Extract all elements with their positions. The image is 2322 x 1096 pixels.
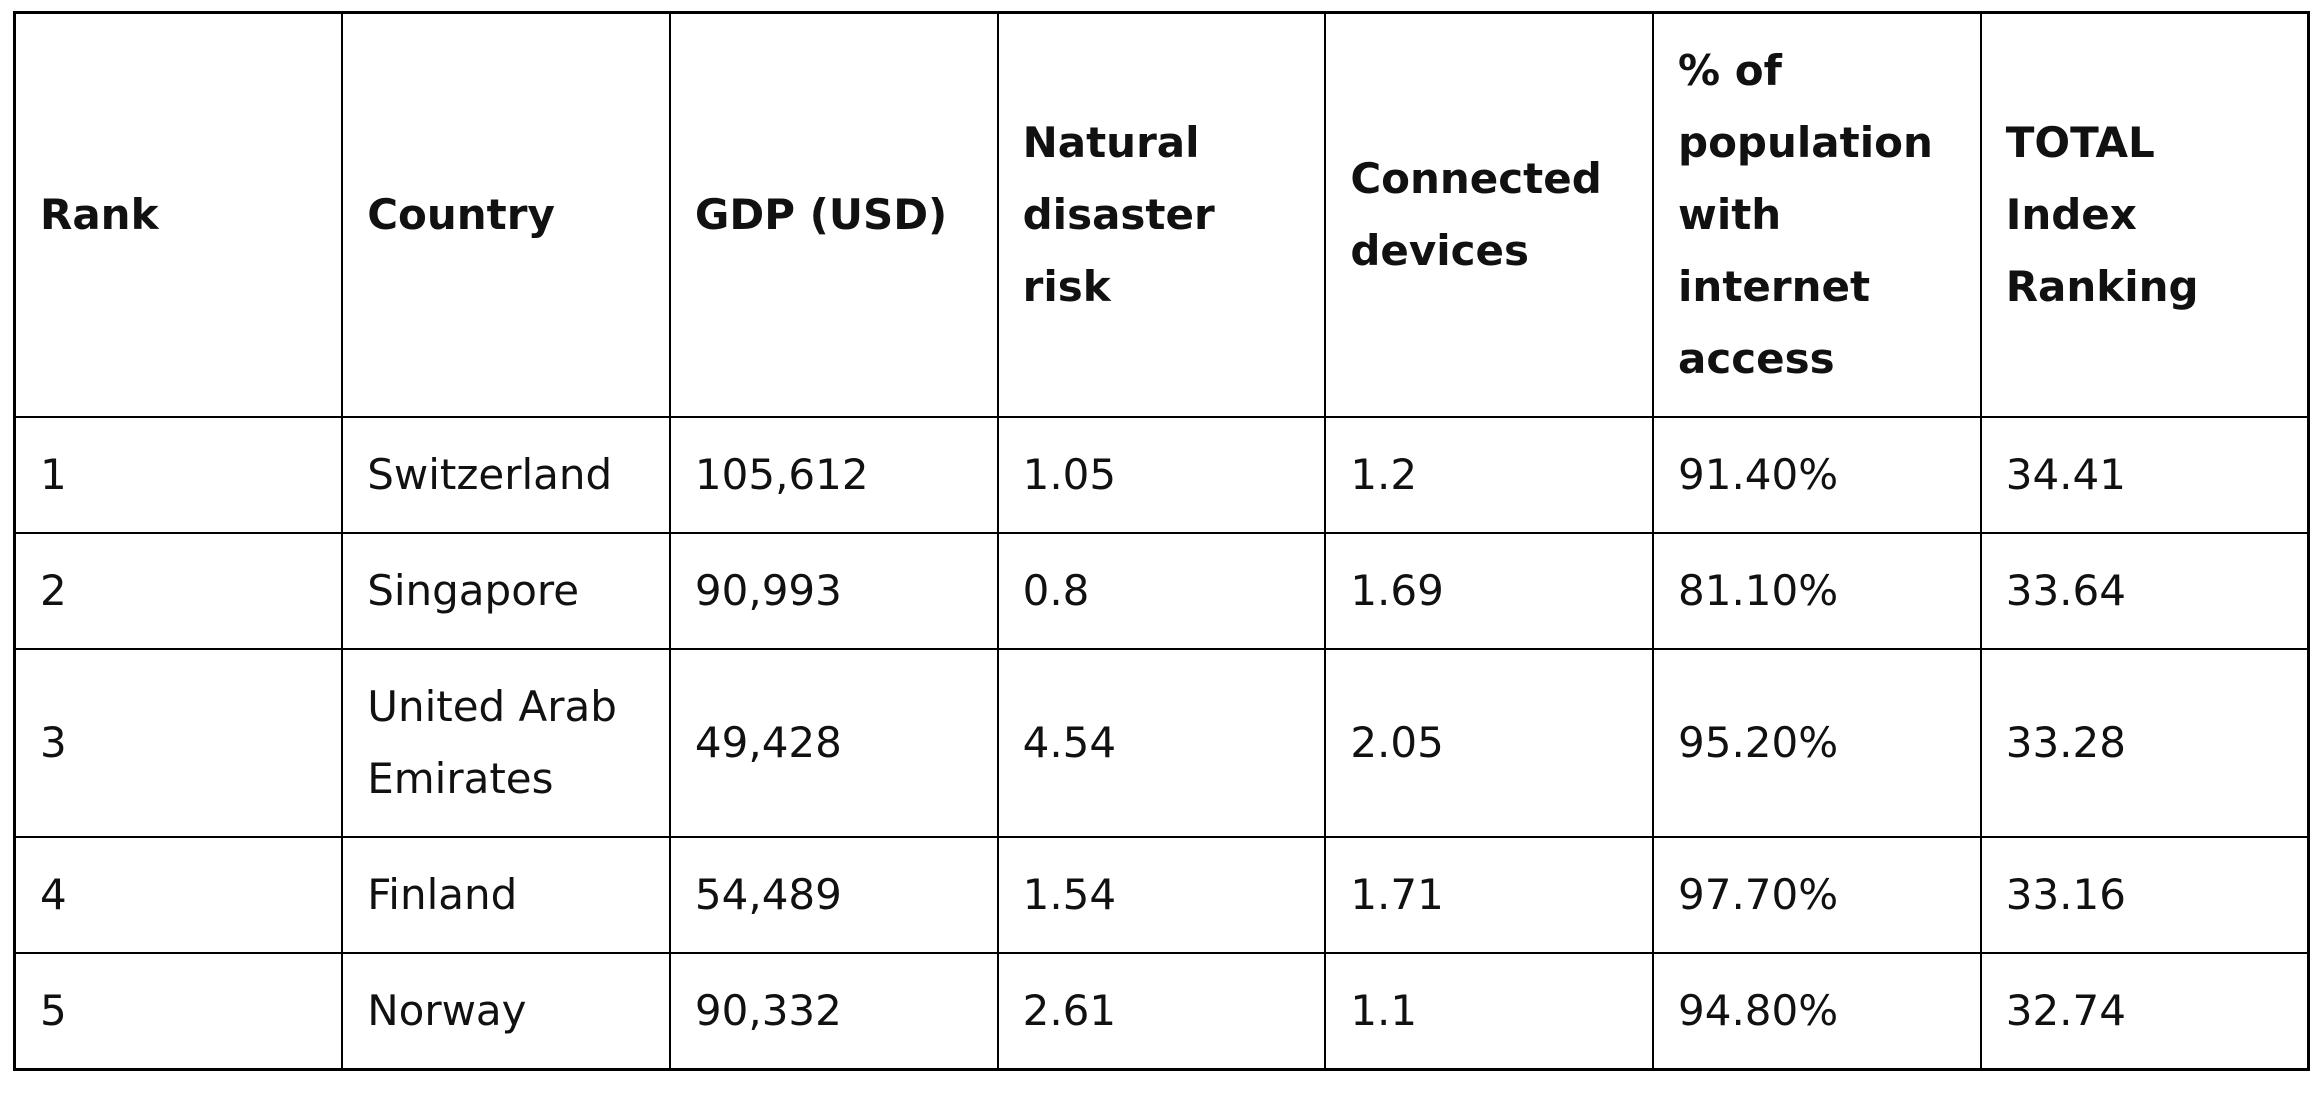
cell-total-index: 33.64 [1979, 532, 2310, 650]
cell-total-index: 33.28 [1979, 648, 2310, 838]
cell-connected-devices: 1.1 [1324, 952, 1655, 1071]
table-body: 1 Switzerland 105,612 1.05 1.2 91.40% 34… [13, 416, 2310, 1071]
cell-rank: 5 [13, 952, 344, 1071]
cell-disaster-risk: 1.05 [996, 416, 1327, 534]
cell-total-index: 32.74 [1979, 952, 2310, 1071]
cell-rank: 1 [13, 416, 344, 534]
cell-internet-access: 95.20% [1652, 648, 1982, 838]
cell-internet-access: 97.70% [1652, 836, 1982, 954]
table-row: 2 Singapore 90,993 0.8 1.69 81.10% 33.64 [13, 532, 2310, 650]
cell-disaster-risk: 0.8 [996, 532, 1327, 650]
country-index-table: Rank Country GDP (USD) Natural disaster … [13, 11, 2310, 1071]
cell-rank: 4 [13, 836, 344, 954]
header-internet-access: % of population with internet access [1652, 11, 1982, 418]
table-row: 3 United Arab Emirates 49,428 4.54 2.05 … [13, 648, 2310, 838]
cell-connected-devices: 1.69 [1324, 532, 1655, 650]
cell-disaster-risk: 2.61 [996, 952, 1327, 1071]
cell-internet-access: 81.10% [1652, 532, 1982, 650]
header-connected-devices: Connected devices [1324, 11, 1655, 418]
cell-gdp: 105,612 [668, 416, 999, 534]
cell-rank: 3 [13, 648, 344, 838]
header-total-index-ranking: TOTAL Index Ranking [1979, 11, 2310, 418]
cell-country: United Arab Emirates [341, 648, 671, 838]
cell-country: Norway [341, 952, 671, 1071]
header-country: Country [341, 11, 671, 418]
header-natural-disaster-risk: Natural disaster risk [996, 11, 1327, 418]
table-row: 1 Switzerland 105,612 1.05 1.2 91.40% 34… [13, 416, 2310, 534]
cell-country: Switzerland [341, 416, 671, 534]
cell-disaster-risk: 4.54 [996, 648, 1327, 838]
table-row: 5 Norway 90,332 2.61 1.1 94.80% 32.74 [13, 952, 2310, 1071]
cell-total-index: 33.16 [1979, 836, 2310, 954]
cell-internet-access: 91.40% [1652, 416, 1982, 534]
cell-country: Finland [341, 836, 671, 954]
cell-gdp: 54,489 [668, 836, 999, 954]
table-header: Rank Country GDP (USD) Natural disaster … [13, 11, 2310, 418]
cell-gdp: 49,428 [668, 648, 999, 838]
header-gdp: GDP (USD) [668, 11, 999, 418]
cell-connected-devices: 1.2 [1324, 416, 1655, 534]
cell-total-index: 34.41 [1979, 416, 2310, 534]
cell-disaster-risk: 1.54 [996, 836, 1327, 954]
table-row: 4 Finland 54,489 1.54 1.71 97.70% 33.16 [13, 836, 2310, 954]
cell-country: Singapore [341, 532, 671, 650]
cell-connected-devices: 1.71 [1324, 836, 1655, 954]
header-row: Rank Country GDP (USD) Natural disaster … [13, 11, 2310, 418]
cell-gdp: 90,332 [668, 952, 999, 1071]
cell-gdp: 90,993 [668, 532, 999, 650]
cell-internet-access: 94.80% [1652, 952, 1982, 1071]
header-rank: Rank [13, 11, 344, 418]
cell-connected-devices: 2.05 [1324, 648, 1655, 838]
cell-rank: 2 [13, 532, 344, 650]
